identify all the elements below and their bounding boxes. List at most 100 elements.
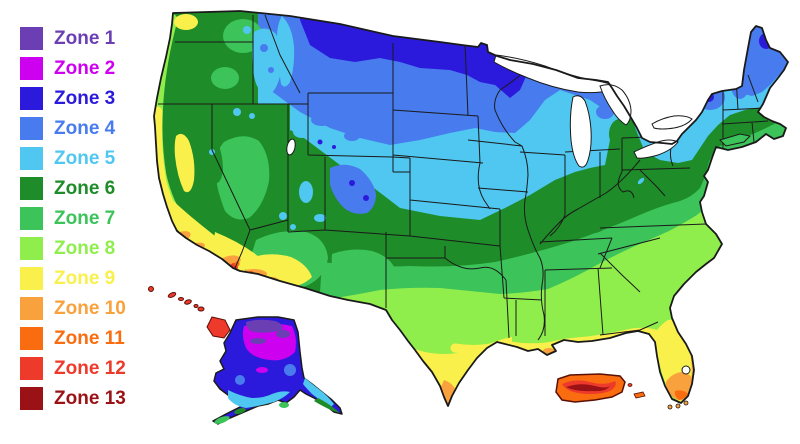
alaska-kodiak-green bbox=[279, 402, 289, 408]
zone2-label: Zone 2 bbox=[54, 57, 116, 79]
zone4-vermont bbox=[731, 71, 749, 99]
zone5-arizona-dot bbox=[279, 212, 287, 220]
alaska-zone5-panhandle bbox=[303, 378, 334, 408]
hawaii-island-molokai bbox=[184, 299, 192, 305]
alaska-zone4-patch bbox=[235, 375, 245, 385]
legend-item-zone3: Zone 3 bbox=[20, 87, 126, 110]
zone10-swatch bbox=[20, 297, 43, 320]
zone6-se-michigan bbox=[609, 119, 631, 149]
legend-item-zone10: Zone 10 bbox=[20, 297, 126, 320]
zone8-label: Zone 8 bbox=[54, 237, 116, 259]
zone12-label: Zone 12 bbox=[54, 357, 126, 379]
zone9-label: Zone 9 bbox=[54, 267, 116, 289]
alaska-aleutian-green bbox=[214, 416, 230, 424]
zone13-label: Zone 13 bbox=[54, 387, 126, 409]
zone4-michigan-patch bbox=[596, 105, 614, 119]
zone5-washington-dot bbox=[243, 26, 251, 34]
alaska-inset bbox=[212, 316, 343, 425]
zone-legend: Zone 1 Zone 2 Zone 3 Zone 4 Zone 5 Zone 6 Zone… bbox=[20, 27, 126, 410]
zone6-label: Zone 6 bbox=[54, 177, 116, 199]
hawaii-island-big-island bbox=[206, 316, 231, 339]
hawaii-island-lanai bbox=[193, 304, 199, 308]
lake-erie bbox=[633, 139, 679, 159]
zone6-sierra-nevada bbox=[196, 126, 223, 184]
zone4-maine bbox=[740, 26, 788, 96]
legend-item-zone4: Zone 4 bbox=[20, 117, 126, 140]
legend-item-zone8: Zone 8 bbox=[20, 237, 126, 260]
legend-item-zone6: Zone 6 bbox=[20, 177, 126, 200]
lake-okeechobee bbox=[681, 365, 691, 375]
hawaii-island-maui bbox=[197, 306, 205, 312]
puerto-rico-islet-culebra bbox=[627, 383, 633, 387]
alaska-zone2-patch bbox=[256, 367, 268, 373]
zone2-swatch bbox=[20, 57, 43, 80]
lake-ontario bbox=[651, 115, 693, 130]
zone3-wyoming-dot2 bbox=[332, 145, 336, 149]
lakes bbox=[286, 54, 693, 375]
zone5-arizona-dot2 bbox=[290, 224, 296, 230]
zone9-swatch bbox=[20, 267, 43, 290]
zone13-swatch bbox=[20, 387, 43, 410]
zone5-appalachia-tick bbox=[637, 177, 645, 185]
lake-huron bbox=[599, 84, 632, 126]
zone4-idaho-dot2 bbox=[268, 67, 274, 73]
zone5-west-montana bbox=[277, 16, 295, 87]
zone5-nevada-dot bbox=[233, 108, 241, 116]
alaska-zone1-patch2 bbox=[250, 338, 266, 344]
zone3-swatch bbox=[20, 87, 43, 110]
alaska-zone1-patch bbox=[276, 330, 290, 338]
zone5-utah-patch2 bbox=[299, 181, 313, 203]
long-island bbox=[719, 133, 752, 147]
puerto-rico-islet-vieques bbox=[633, 391, 646, 399]
zone4-colorado-rockies bbox=[330, 164, 376, 214]
hawaii-inset bbox=[148, 286, 231, 339]
zone5-label: Zone 5 bbox=[54, 147, 116, 169]
zone3-colorado-dot2 bbox=[363, 195, 369, 201]
zone3-wyoming-dot bbox=[317, 139, 323, 145]
us-outline bbox=[153, 10, 789, 407]
alaska-zone1-band bbox=[246, 319, 283, 333]
alaska-panhandle-green bbox=[314, 398, 340, 413]
zone1-label: Zone 1 bbox=[54, 27, 116, 49]
zone7-swatch bbox=[20, 207, 43, 230]
zone7-nevada bbox=[215, 136, 270, 220]
legend-item-zone5: Zone 5 bbox=[20, 147, 126, 170]
hawaii-island-oahu bbox=[178, 297, 184, 301]
puerto-rico-zone13-stripe bbox=[566, 384, 610, 392]
zone5-utah-patch bbox=[293, 126, 311, 138]
zone9-puget-spot bbox=[174, 14, 198, 30]
great-salt-lake bbox=[286, 138, 296, 156]
zone7-oregon-interior bbox=[211, 67, 239, 89]
alaska-zone5-coast bbox=[228, 390, 290, 408]
zone6-swatch bbox=[20, 177, 43, 200]
zone12-swatch bbox=[20, 357, 43, 380]
zone4-wyoming-patch bbox=[311, 114, 333, 126]
zone3-colorado-dot bbox=[349, 180, 355, 186]
zone4-wyoming-patch2 bbox=[344, 131, 360, 141]
alaska-aleutian-green2 bbox=[234, 407, 246, 415]
zone1-swatch bbox=[20, 27, 43, 50]
zone7-label: Zone 7 bbox=[54, 207, 116, 229]
alaska-zone4-patch2 bbox=[284, 364, 296, 376]
zone10-label: Zone 10 bbox=[54, 297, 126, 319]
zone5-utah-patch3 bbox=[314, 214, 326, 222]
zone8-swatch bbox=[20, 237, 43, 260]
zone5-idaho-mountains bbox=[252, 28, 282, 97]
zone6-appalachia bbox=[589, 158, 661, 233]
lake-michigan bbox=[569, 95, 592, 168]
zone4-idaho-dot bbox=[260, 44, 268, 52]
zone4-label: Zone 4 bbox=[54, 117, 116, 139]
zone3-label: Zone 3 bbox=[54, 87, 116, 109]
legend-item-zone9: Zone 9 bbox=[20, 267, 126, 290]
legend-item-zone1: Zone 1 bbox=[20, 27, 126, 50]
zone11-swatch bbox=[20, 327, 43, 350]
hawaii-island-niihau bbox=[148, 286, 154, 292]
legend-item-zone2: Zone 2 bbox=[20, 57, 126, 80]
zone5-nevada-dot2 bbox=[249, 113, 255, 119]
legend-item-zone13: Zone 13 bbox=[20, 387, 126, 410]
legend-item-zone7: Zone 7 bbox=[20, 207, 126, 230]
zone12-socal-dot bbox=[176, 235, 182, 241]
zone11-florida-tip bbox=[674, 390, 688, 400]
